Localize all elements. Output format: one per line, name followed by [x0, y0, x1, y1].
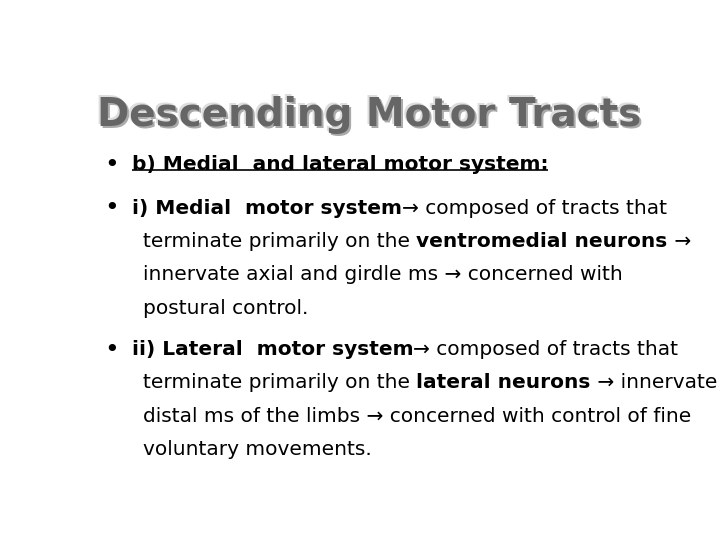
Text: terminate primarily on the: terminate primarily on the — [143, 373, 416, 393]
Text: postural control.: postural control. — [143, 299, 308, 318]
Text: •: • — [104, 153, 119, 177]
Text: terminate primarily on the: terminate primarily on the — [143, 232, 416, 251]
Text: Descending Motor Tracts: Descending Motor Tracts — [97, 96, 641, 134]
Text: voluntary movements.: voluntary movements. — [143, 440, 372, 459]
Text: i) Medial  motor system: i) Medial motor system — [132, 199, 402, 218]
Text: lateral neurons: lateral neurons — [416, 373, 590, 393]
Text: b) Medial  and lateral motor system:: b) Medial and lateral motor system: — [132, 155, 549, 174]
Text: → composed of tracts that: → composed of tracts that — [402, 199, 667, 218]
Text: •: • — [104, 338, 119, 362]
Text: distal ms of the limbs → concerned with control of fine: distal ms of the limbs → concerned with … — [143, 407, 691, 426]
Text: ventromedial neurons: ventromedial neurons — [416, 232, 667, 251]
Text: innervate axial and girdle ms → concerned with: innervate axial and girdle ms → concerne… — [143, 265, 623, 284]
Text: → innervate: → innervate — [590, 373, 717, 393]
Text: ii) Lateral  motor system: ii) Lateral motor system — [132, 340, 413, 359]
Text: →: → — [667, 232, 691, 251]
Text: → composed of tracts that: → composed of tracts that — [413, 340, 678, 359]
Text: •: • — [104, 196, 119, 220]
Text: Descending Motor Tracts: Descending Motor Tracts — [99, 98, 644, 136]
Text: b) Medial  and lateral motor system:: b) Medial and lateral motor system: — [132, 155, 549, 174]
Text: Descending Motor Tracts: Descending Motor Tracts — [95, 94, 639, 132]
